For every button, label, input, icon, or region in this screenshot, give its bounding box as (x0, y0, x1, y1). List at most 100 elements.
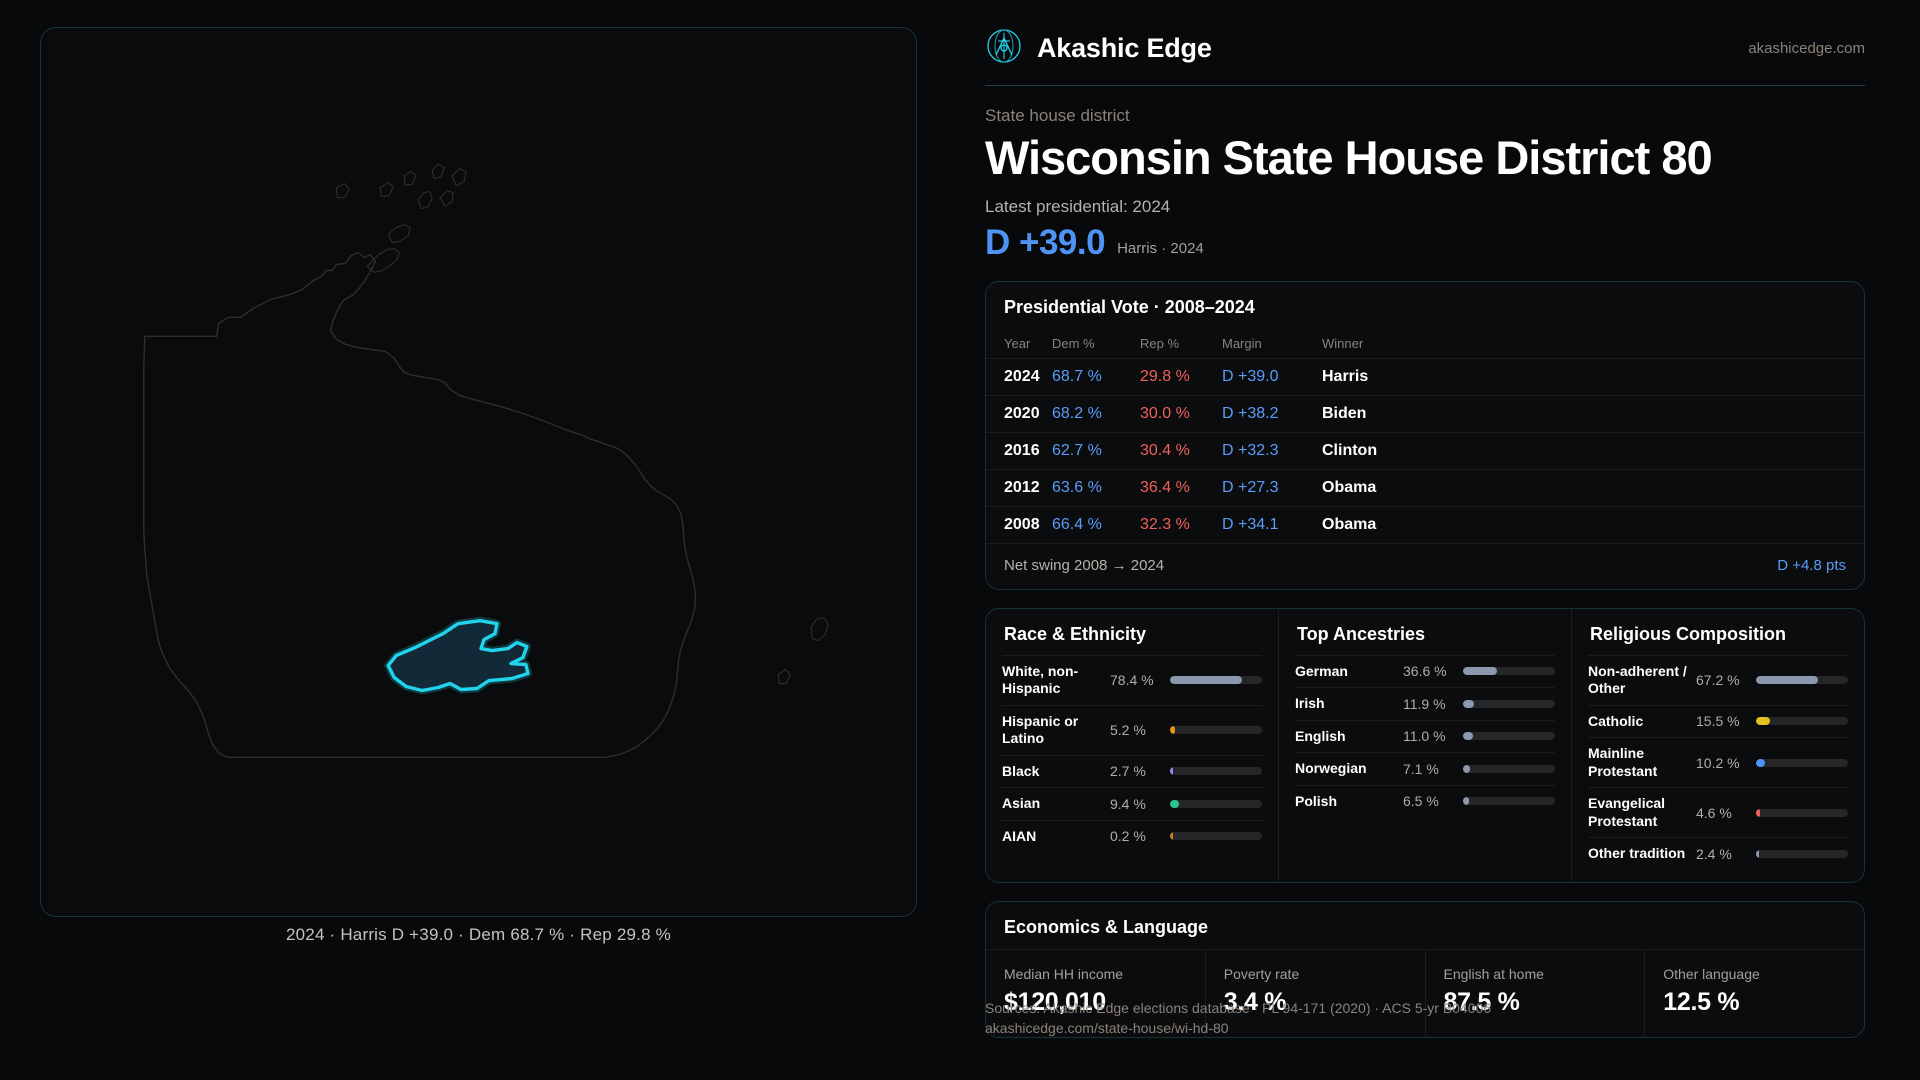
religion-label: Other tradition (1588, 845, 1686, 862)
table-row[interactable]: 2016 62.7 % 30.4 % D +32.3 Clinton (986, 432, 1864, 470)
net-swing-label: Net swing 2008 → 2024 (1004, 556, 1165, 574)
metric-english-at-home: English at home 87.5 % (1424, 949, 1645, 1037)
race-bar-track (1170, 726, 1262, 735)
cell-winner: Biden (1322, 395, 1864, 433)
ancestry-label: English (1295, 727, 1346, 744)
ancestry-bar-track (1463, 764, 1555, 773)
race-label: Black (1002, 762, 1040, 779)
religion-bar-track (1756, 849, 1848, 858)
race-bar-track (1170, 832, 1262, 841)
race-bar-track (1170, 799, 1262, 808)
brand-url[interactable]: akashicedge.com (1748, 39, 1865, 57)
religion-label: Non-adherent / Other (1588, 662, 1687, 697)
religion-title: Religious Composition (1590, 623, 1786, 644)
brand-row: Akashic Edge akashicedge.com (985, 27, 1865, 69)
list-item[interactable]: Hispanic or Latino 5.2 % (1002, 704, 1262, 755)
list-item[interactable]: White, non-Hispanic 78.4 % (1002, 654, 1262, 705)
list-item[interactable]: Non-adherent / Other 67.2 % (1588, 654, 1848, 705)
cell-winner: Clinton (1322, 432, 1864, 470)
race-bar-fill (1170, 832, 1173, 841)
headline-margin-row: D +39.0 Harris · 2024 (985, 223, 1865, 263)
net-swing-value: D +4.8 pts (1777, 556, 1846, 574)
cell-margin: D +27.3 (1222, 469, 1322, 507)
list-item[interactable]: Evangelical Protestant 4.6 % (1588, 787, 1848, 837)
list-item[interactable]: Irish 11.9 % (1295, 687, 1555, 720)
race-pct: 0.2 % (1110, 828, 1146, 845)
map-pane: 2024 · Harris D +39.0 · Dem 68.7 % · Rep… (0, 0, 950, 1080)
ancestry-pct: 7.1 % (1403, 760, 1439, 777)
list-item[interactable]: Norwegian 7.1 % (1295, 752, 1555, 785)
race-bar-fill (1170, 726, 1175, 735)
religion-panel: Religious Composition Non-adherent / Oth… (1571, 608, 1864, 882)
metric-poverty-rate: Poverty rate 3.4 % (1204, 949, 1425, 1037)
metric-label: Other language (1663, 965, 1760, 982)
cell-year: 2024 (986, 358, 1052, 396)
list-item[interactable]: Asian 9.4 % (1002, 787, 1262, 820)
ancestry-pct: 6.5 % (1403, 793, 1439, 810)
ancestry-bar-fill (1463, 797, 1469, 806)
ancestry-bar-fill (1463, 764, 1470, 773)
cell-rep: 32.3 % (1140, 506, 1222, 544)
race-pct: 5.2 % (1110, 722, 1146, 739)
list-item[interactable]: Catholic 15.5 % (1588, 704, 1848, 738)
highlighted-district-shape[interactable] (384, 616, 532, 695)
headline-margin-meta: Harris · 2024 (1117, 239, 1204, 257)
religion-bar-track (1756, 676, 1848, 685)
race-bar-fill (1170, 799, 1179, 808)
page-title: Wisconsin State House District 80 (985, 131, 1713, 184)
race-ethnicity-panel: Race & Ethnicity White, non-Hispanic 78.… (986, 609, 1278, 882)
cell-rep: 36.4 % (1140, 469, 1222, 507)
wisconsin-map-svg (143, 162, 829, 759)
race-label: Asian (1002, 795, 1041, 812)
cell-year: 2020 (986, 395, 1052, 433)
district-map-card[interactable] (40, 27, 917, 917)
list-item[interactable]: Polish 6.5 % (1295, 784, 1555, 818)
map-caption: 2024 · Harris D +39.0 · Dem 68.7 % · Rep… (286, 925, 671, 944)
ancestry-label: Irish (1295, 695, 1325, 712)
cell-winner: Obama (1322, 506, 1864, 544)
table-row[interactable]: 2020 68.2 % 30.0 % D +38.2 Biden (986, 395, 1864, 433)
ancestry-pct: 36.6 % (1403, 663, 1447, 680)
race-bar-track (1170, 767, 1262, 776)
page-kicker: State house district (985, 106, 1130, 125)
ancestry-pct: 11.9 % (1403, 695, 1446, 712)
list-item[interactable]: Black 2.7 % (1002, 754, 1262, 788)
presidential-vote-card: Presidential Vote · 2008–2024 Year Dem %… (985, 280, 1865, 590)
col-margin: Margin (1222, 328, 1322, 359)
metric-value: 3.4 % (1223, 987, 1287, 1016)
list-item[interactable]: Mainline Protestant 10.2 % (1588, 737, 1848, 787)
col-year: Year (986, 328, 1052, 359)
cell-margin: D +32.3 (1222, 432, 1322, 470)
metric-label: Median HH income (1004, 965, 1124, 982)
col-rep: Rep % (1140, 328, 1222, 359)
headline-margin-value: D +39.0 (985, 222, 1106, 262)
ancestry-rows: German 36.6 % Irish 11.9 % English 11.0 … (1279, 654, 1571, 818)
cell-winner: Obama (1322, 469, 1864, 507)
list-item[interactable]: English 11.0 % (1295, 719, 1555, 753)
metric-value: $120,010 (1004, 987, 1106, 1016)
race-ethnicity-title: Race & Ethnicity (1004, 623, 1147, 644)
economics-card: Economics & Language Median HH income $1… (985, 900, 1865, 1038)
ancestry-pct: 11.0 % (1403, 728, 1446, 745)
cell-rep: 29.8 % (1140, 358, 1222, 396)
demographics-card: Race & Ethnicity White, non-Hispanic 78.… (985, 607, 1865, 883)
religion-pct: 67.2 % (1696, 672, 1740, 689)
race-bar-track (1170, 676, 1262, 685)
race-bar-fill (1170, 767, 1173, 776)
presidential-vote-table: Year Dem % Rep % Margin Winner 2024 68.7… (986, 328, 1864, 544)
cell-dem: 63.6 % (1052, 469, 1140, 507)
ancestry-bar-track (1463, 699, 1555, 708)
race-label: AIAN (1002, 827, 1037, 844)
table-row[interactable]: 2008 66.4 % 32.3 % D +34.1 Obama (986, 506, 1864, 544)
list-item[interactable]: Other tradition 2.4 % (1588, 837, 1848, 870)
cell-rep: 30.0 % (1140, 395, 1222, 433)
religion-pct: 4.6 % (1696, 804, 1732, 821)
table-row[interactable]: 2012 63.6 % 36.4 % D +27.3 Obama (986, 469, 1864, 507)
list-item[interactable]: AIAN 0.2 % (1002, 819, 1262, 853)
metric-value: 12.5 % (1663, 987, 1740, 1016)
list-item[interactable]: German 36.6 % (1295, 654, 1555, 688)
table-row[interactable]: 2024 68.7 % 29.8 % D +39.0 Harris (986, 358, 1864, 396)
report-pane: Akashic Edge akashicedge.com State house… (950, 0, 1920, 1080)
religion-bar-track (1756, 758, 1848, 767)
